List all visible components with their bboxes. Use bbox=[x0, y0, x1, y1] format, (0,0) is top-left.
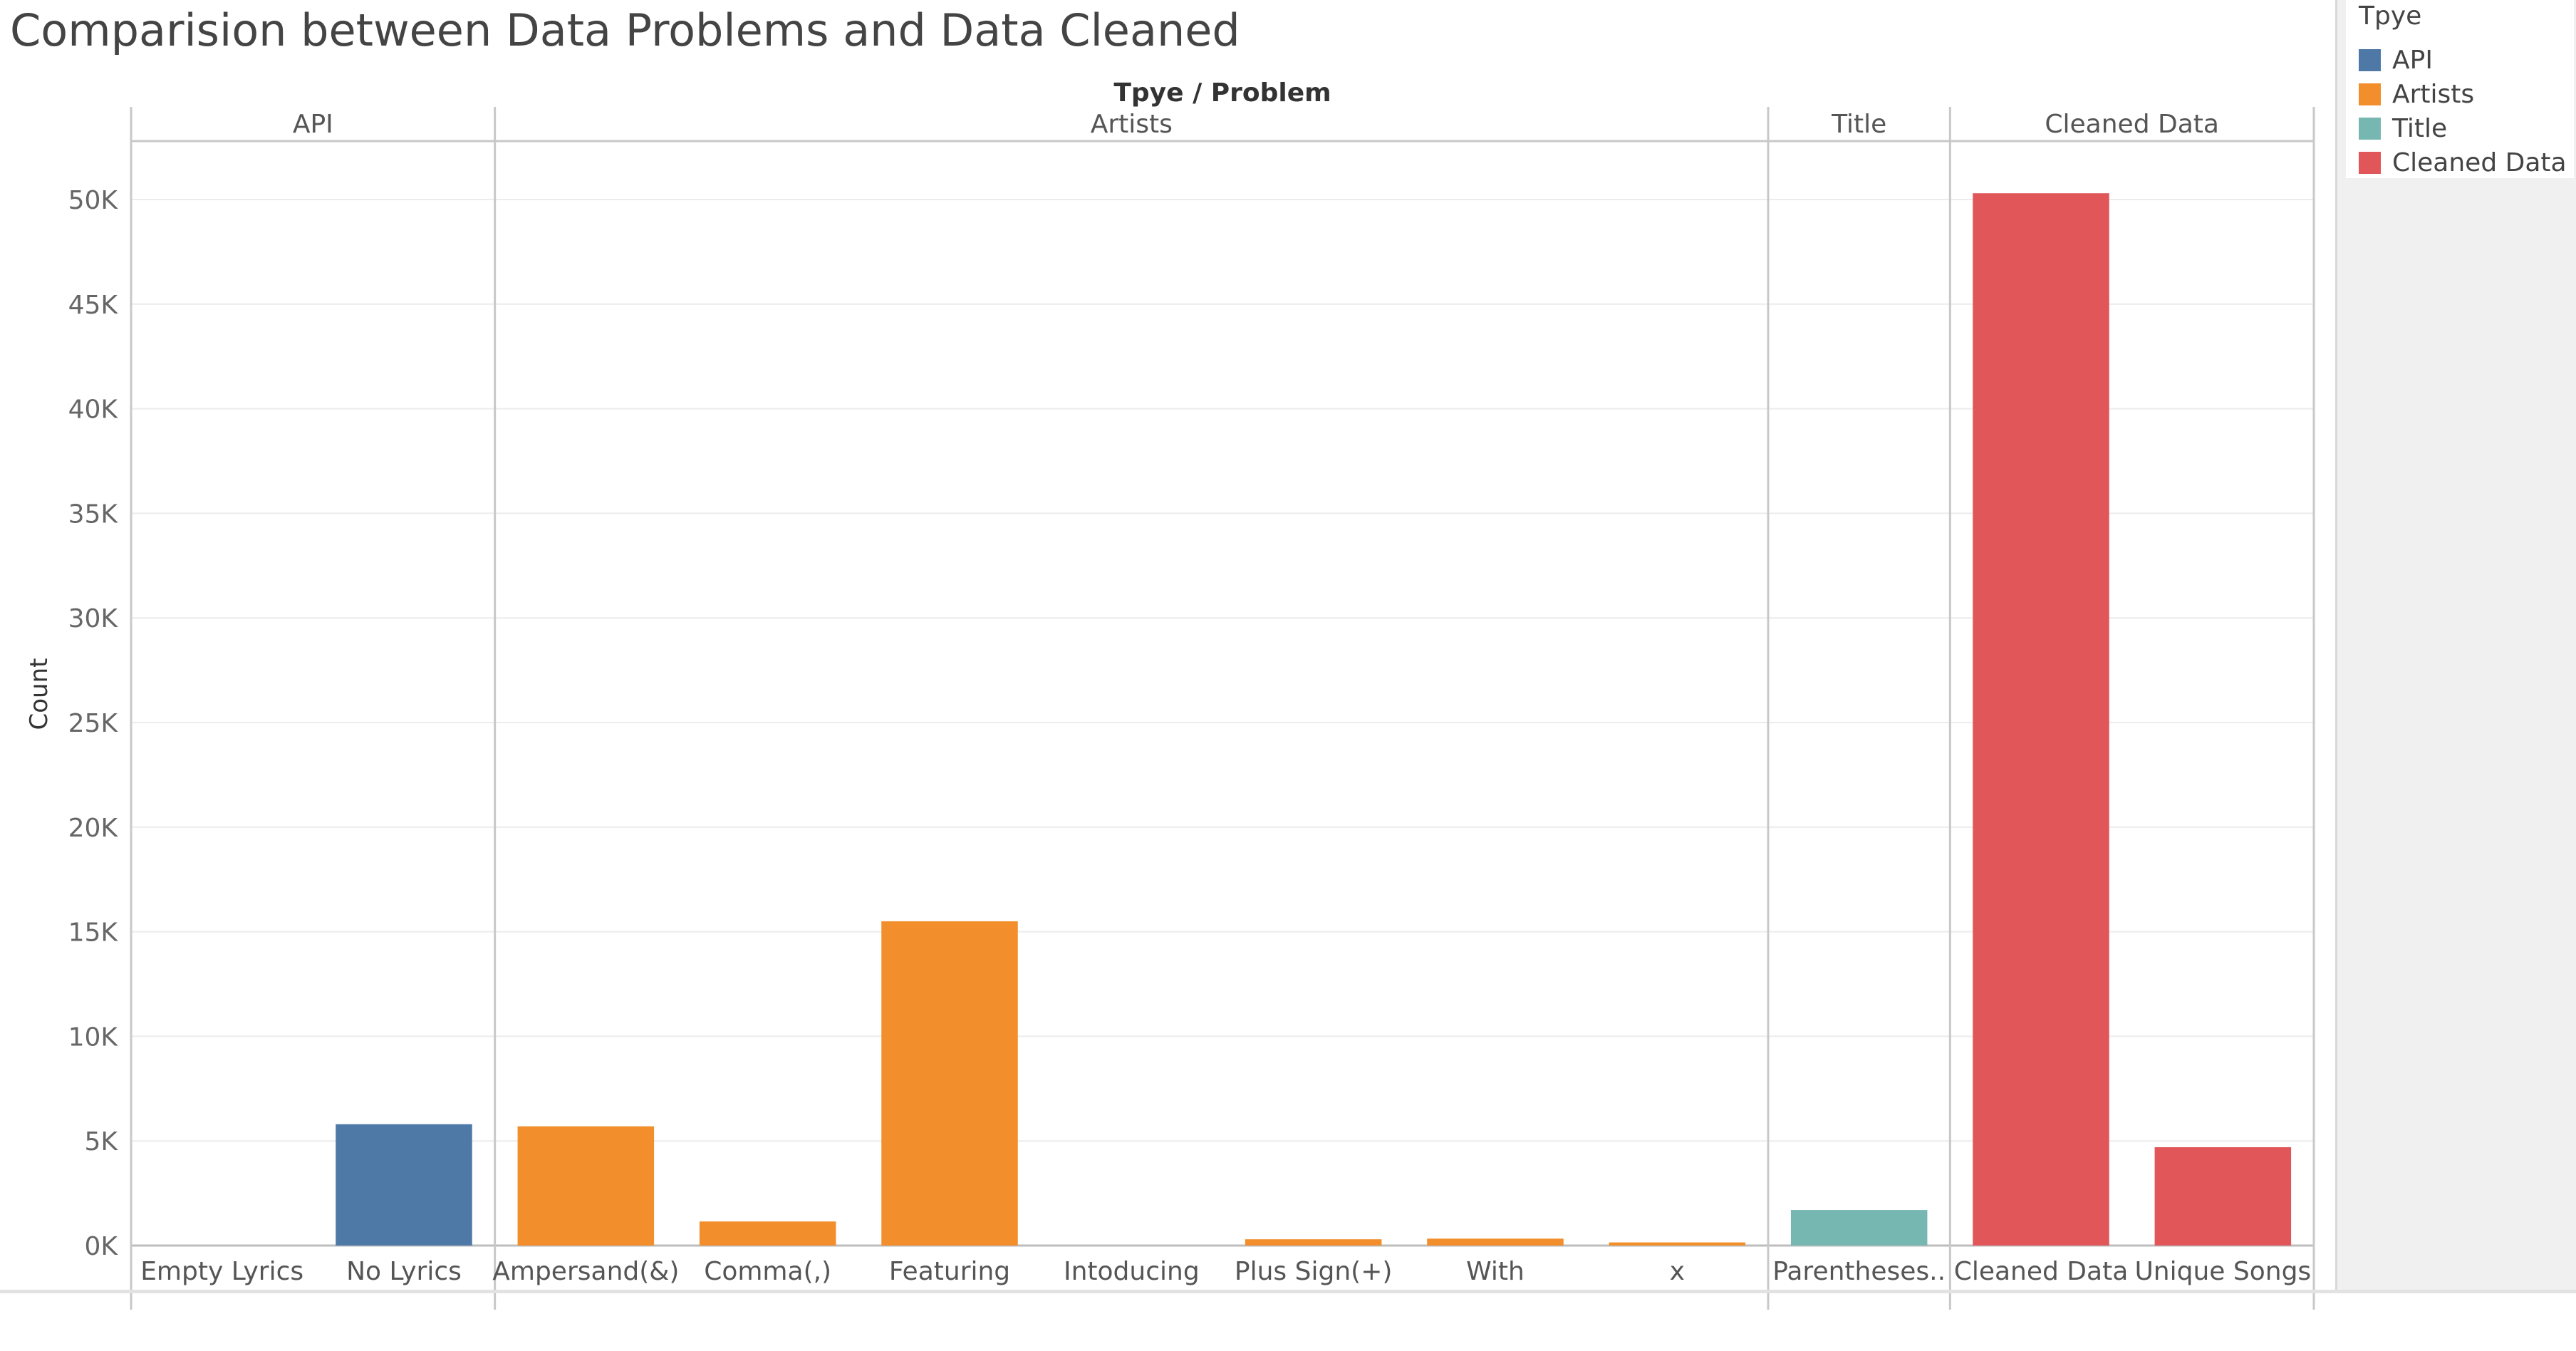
x-tick-label: Plus Sign(+) bbox=[1235, 1257, 1393, 1286]
bar-plus-sign bbox=[1245, 1239, 1382, 1246]
legend-label-title: Title bbox=[2392, 113, 2448, 143]
bar-x bbox=[1609, 1242, 1746, 1246]
legend-label-artists: Artists bbox=[2392, 79, 2475, 109]
y-tick-label: 15K bbox=[68, 918, 119, 948]
bottom-divider bbox=[0, 1290, 2576, 1293]
legend-swatch-api bbox=[2359, 48, 2381, 71]
legend-panel: Tpye API Artists Title Cleaned Data bbox=[2335, 0, 2576, 1290]
legend-swatch-artists bbox=[2359, 83, 2381, 105]
y-tick-label: 20K bbox=[68, 814, 119, 843]
y-tick-label: 30K bbox=[68, 604, 119, 633]
x-tick-label: x bbox=[1670, 1257, 1685, 1286]
y-tick-label: 5K bbox=[84, 1127, 118, 1156]
x-tick-label: Empty Lyrics bbox=[140, 1257, 303, 1286]
x-tick-label: With bbox=[1466, 1257, 1525, 1286]
bar-parentheses bbox=[1790, 1210, 1928, 1246]
bar-chart: 0K 5K 10K 15K 20K 25K 30K 35K 40K 45K 50K Count Tpye… bbox=[25, 78, 2315, 1310]
y-tick-label: 25K bbox=[68, 709, 119, 738]
legend-item-cleaned-data[interactable]: Cleaned Data bbox=[2359, 147, 2567, 178]
y-tick-label: 35K bbox=[68, 499, 119, 529]
header-label: Tpye / Problem bbox=[1113, 78, 1331, 108]
group-header-title: Title bbox=[1831, 110, 1886, 139]
legend-label-api: API bbox=[2392, 45, 2433, 75]
x-tick-label: No Lyrics bbox=[346, 1257, 462, 1286]
legend-title: Tpye bbox=[2359, 1, 2422, 31]
y-axis-label: Count bbox=[25, 658, 53, 730]
legend-item-artists[interactable]: Artists bbox=[2359, 78, 2474, 110]
group-header-api: API bbox=[293, 110, 333, 139]
y-tick-label: 0K bbox=[84, 1232, 118, 1261]
x-tick-label: Intoducing bbox=[1064, 1257, 1200, 1286]
x-tick-label: Ampersand(&) bbox=[492, 1257, 679, 1286]
legend-item-api[interactable]: API bbox=[2359, 44, 2433, 76]
x-tick-label: Featuring bbox=[889, 1257, 1010, 1286]
chart-title: Comparision between Data Problems and Da… bbox=[10, 4, 1240, 56]
bar-cleaned-data bbox=[1973, 193, 2109, 1246]
bar-unique-songs bbox=[2154, 1147, 2292, 1246]
legend-swatch-title bbox=[2359, 117, 2381, 140]
y-tick-label: 50K bbox=[68, 186, 119, 215]
legend-item-title[interactable]: Title bbox=[2359, 113, 2447, 144]
group-header-artists: Artists bbox=[1091, 110, 1173, 139]
group-header-cleaned-data: Cleaned Data bbox=[2045, 110, 2219, 139]
x-tick-label: Unique Songs bbox=[2134, 1257, 2311, 1286]
legend: Tpye API Artists Title Cleaned Data bbox=[2346, 0, 2574, 178]
y-tick-label: 45K bbox=[68, 291, 119, 320]
bar-featuring bbox=[881, 921, 1018, 1246]
x-tick-label: Parentheses.. bbox=[1772, 1257, 1946, 1286]
y-tick-label: 10K bbox=[68, 1023, 119, 1052]
bar-comma bbox=[699, 1221, 836, 1246]
legend-label-cleaned-data: Cleaned Data bbox=[2392, 147, 2567, 177]
x-tick-label: Cleaned Data bbox=[1954, 1257, 2129, 1286]
bar-ampersand bbox=[517, 1126, 655, 1246]
bar-no-lyrics bbox=[336, 1124, 472, 1246]
legend-swatch-cleaned-data bbox=[2359, 151, 2381, 174]
x-tick-label: Comma(,) bbox=[704, 1257, 831, 1286]
bar-with bbox=[1427, 1238, 1564, 1246]
y-tick-label: 40K bbox=[68, 395, 119, 425]
